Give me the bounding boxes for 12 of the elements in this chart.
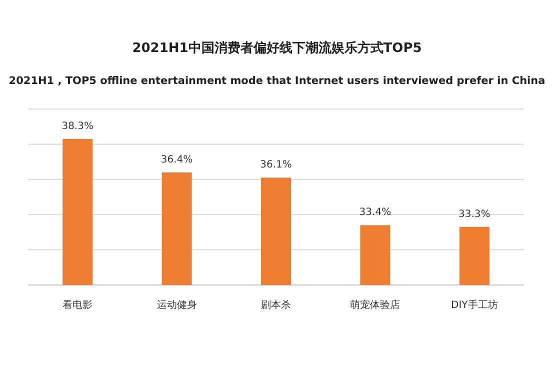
data-label: 33.3%: [458, 208, 490, 220]
data-label: 36.1%: [260, 160, 292, 171]
x-tick-label: 看电影: [62, 299, 93, 311]
data-label: 38.3%: [62, 120, 94, 132]
x-tick-label: 剧本杀: [261, 299, 291, 311]
chart-title: 2021H1中国消费者偏好线下潮流娱乐方式TOP5: [132, 40, 422, 56]
x-tick-label: 运动健身: [156, 299, 197, 311]
x-tick-label: 萌宠体验店: [350, 299, 400, 311]
chart-subtitle: 2021H1 , TOP5 offline entertainment mode that Internet users interviewed prefer in China: [8, 75, 546, 87]
x-tick-label: DIY手工坊: [451, 299, 498, 311]
data-label: 36.4%: [160, 154, 193, 166]
data-label: 33.4%: [359, 207, 392, 218]
